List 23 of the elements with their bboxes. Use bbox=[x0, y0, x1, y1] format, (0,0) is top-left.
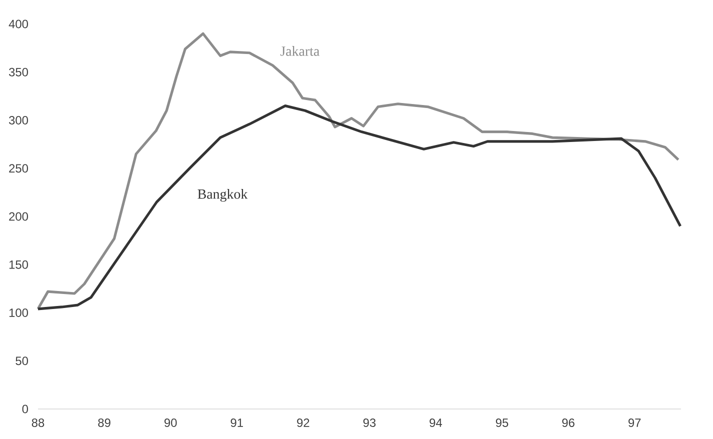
series-label: Jakarta bbox=[280, 46, 320, 56]
x-tick-label: 88 bbox=[32, 418, 44, 427]
y-tick-label: 150 bbox=[9, 260, 28, 269]
y-tick-label: 0 bbox=[22, 404, 28, 414]
y-tick-label: 50 bbox=[16, 356, 28, 366]
x-tick-label: 96 bbox=[562, 418, 574, 427]
x-tick-label: 91 bbox=[230, 418, 243, 427]
y-tick-label: 250 bbox=[9, 164, 28, 173]
x-tick-label: 97 bbox=[628, 418, 641, 427]
x-tick-label: 90 bbox=[164, 418, 177, 427]
x-tick-label: 92 bbox=[297, 418, 310, 427]
y-tick-label: 100 bbox=[9, 308, 28, 317]
y-tick-label: 200 bbox=[9, 212, 28, 221]
line-series bbox=[36, 104, 682, 310]
y-tick-label: 350 bbox=[8, 68, 28, 76]
line-series bbox=[36, 32, 680, 310]
x-tick-label: 94 bbox=[430, 418, 442, 427]
series-label: Bangkok bbox=[198, 188, 248, 202]
y-tick-label: 400 bbox=[8, 20, 28, 28]
x-tick-label: 95 bbox=[496, 418, 508, 427]
x-tick-label: 89 bbox=[98, 418, 110, 427]
x-tick-label: 93 bbox=[363, 418, 376, 427]
y-tick-label: 300 bbox=[8, 116, 28, 124]
